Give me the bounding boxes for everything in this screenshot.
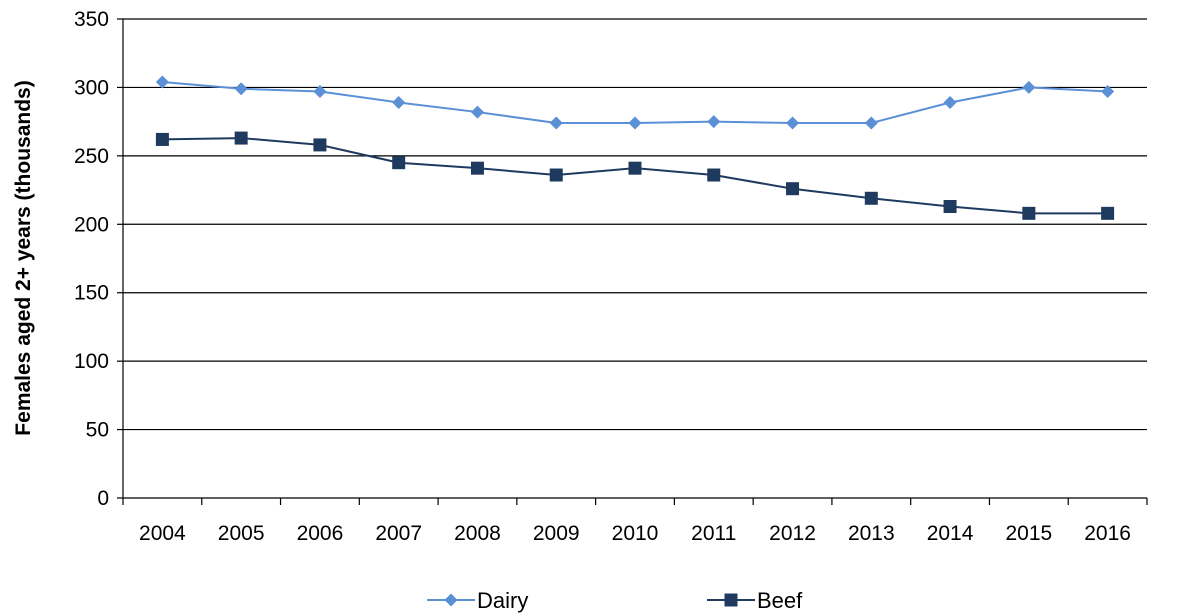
y-tick-label: 300 [74,76,109,99]
gridlines [123,18,1147,431]
data-point [943,199,957,213]
legend-label: Dairy [477,588,528,613]
data-point [313,138,327,152]
data-point [392,95,406,109]
data-point [1101,206,1115,220]
x-tick-label: 2004 [139,522,186,545]
x-tick-label: 2007 [375,522,422,545]
y-tick-label: 250 [74,145,109,168]
y-tick-label: 350 [74,8,109,31]
x-tick-label: 2009 [533,522,580,545]
x-axis-ticks: 2004 2005 2006 2007 2008 2009 2010 2011 2012 2013… [122,498,1148,545]
x-tick-label: 2011 [691,522,736,545]
data-point [234,131,248,145]
data-point [470,161,484,175]
series-beef [155,131,1115,220]
data-point [628,161,642,175]
series-line [162,137,1108,215]
data-point [628,116,642,130]
legend-marker [724,593,738,607]
y-tick-label: 0 [97,487,109,510]
y-axis-title: Females aged 2+ years (thousands) [12,80,35,435]
data-point [864,116,878,130]
data-point [313,85,327,99]
y-tick-label: 100 [74,350,109,373]
data-point [1022,80,1036,94]
legend-label: Beef [757,588,803,613]
data-point [1022,206,1036,220]
data-point [786,182,800,196]
series-group [155,75,1115,220]
x-tick-label: 2013 [848,522,895,545]
data-point [943,95,957,109]
data-point [549,116,563,130]
x-tick-label: 2006 [297,522,344,545]
data-point [234,82,248,96]
legend-item-dairy: Dairy [427,588,528,613]
y-tick-label: 50 [86,419,109,442]
series-dairy [155,75,1115,130]
data-point [1101,85,1115,99]
y-axis-ticks: 0 50 100 150 200 250 300 350 [74,8,123,510]
data-point [155,75,169,89]
data-point [707,168,721,182]
y-tick-label: 200 [74,213,109,236]
legend-item-beef: Beef [707,588,803,613]
x-tick-label: 2015 [1005,522,1052,545]
data-point [864,191,878,205]
data-point [786,116,800,130]
data-point [392,156,406,170]
x-tick-label: 2008 [454,522,501,545]
data-point [155,132,169,146]
x-tick-label: 2016 [1084,522,1131,545]
axes [122,19,1147,499]
x-tick-label: 2014 [927,522,974,545]
data-point [470,105,484,119]
x-tick-label: 2010 [612,522,659,545]
x-tick-label: 2012 [769,522,816,545]
legend-marker [444,593,458,607]
data-point [707,115,721,129]
y-tick-label: 150 [74,282,109,305]
legend: Dairy Beef [427,588,803,613]
data-point [549,168,563,182]
x-tick-label: 2005 [218,522,265,545]
